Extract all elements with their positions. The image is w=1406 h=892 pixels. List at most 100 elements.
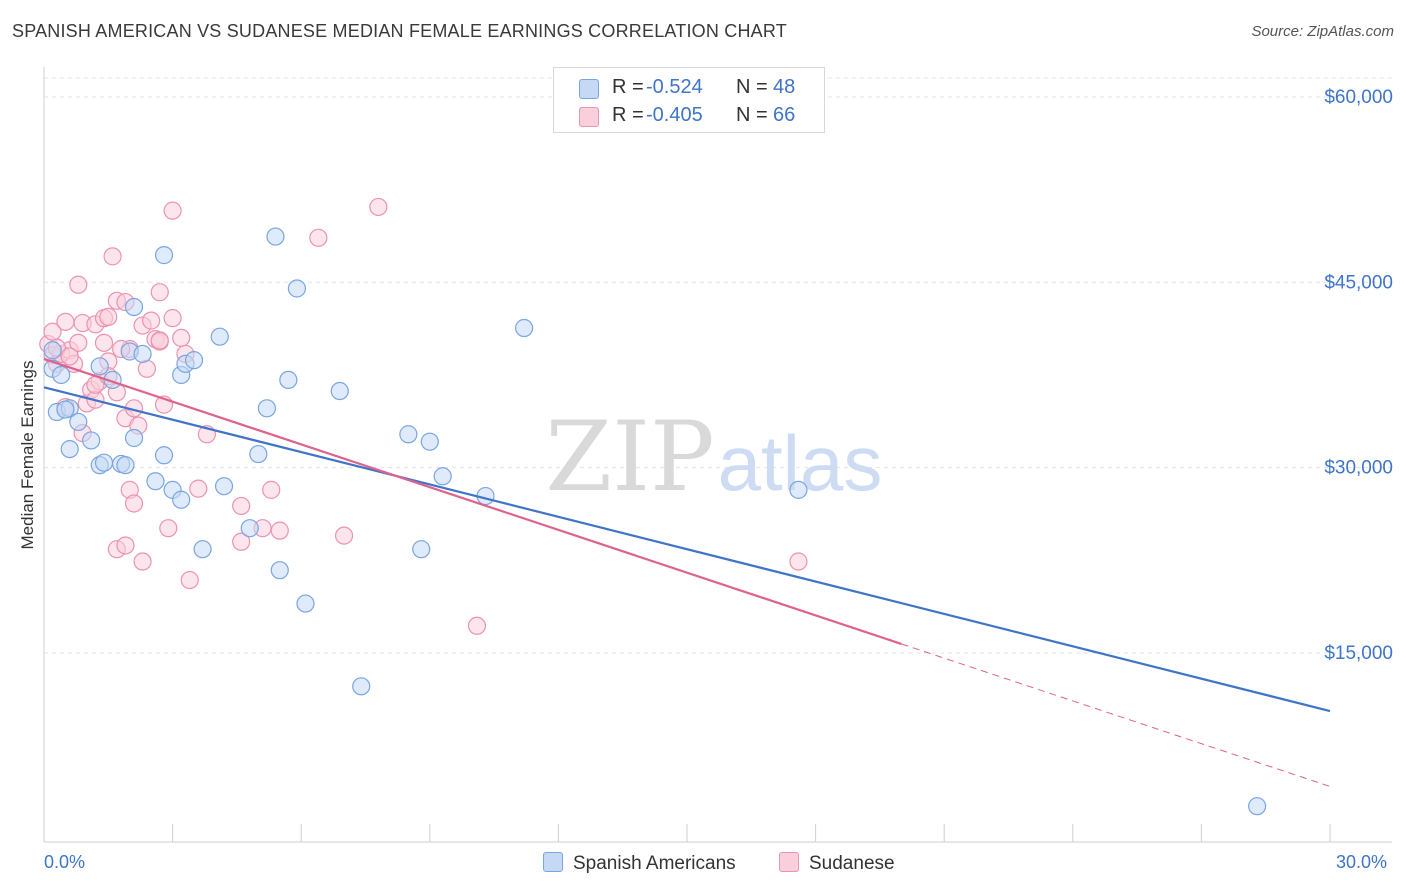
sudanese-point — [262, 480, 281, 499]
sudanese-point — [789, 552, 808, 571]
sudanese-point — [467, 616, 487, 635]
x-tick-max: 30.0% — [1336, 852, 1388, 872]
trend-lines — [43, 357, 1331, 787]
sudanese-point — [180, 570, 199, 590]
spanish-american-point — [69, 412, 88, 432]
legend-label: Spanish Americans — [573, 853, 736, 874]
sudanese-point — [60, 347, 79, 366]
spanish-american-point — [193, 540, 212, 559]
sudanese-point — [159, 519, 178, 538]
watermark: ZIP atlas — [545, 401, 882, 513]
grid-lines — [44, 77, 1392, 654]
y-axis-title: Median Female Earnings — [18, 360, 37, 550]
spanish-american-point — [214, 477, 234, 496]
sudanese-point — [334, 526, 354, 545]
y-tick-labels: $15,000 $30,000 $45,000 $60,000 — [1324, 87, 1393, 664]
legend-swatch-blue — [543, 852, 563, 872]
legend-item-spanish-americans[interactable]: Spanish Americans — [543, 852, 736, 876]
spanish-american-point — [60, 440, 79, 459]
spanish-american-point — [90, 357, 109, 376]
legend-n-label: N = — [736, 76, 768, 98]
legend-row-spanish-americans: R = -0.524 N = 48 — [554, 71, 824, 101]
spanish-american-point — [116, 456, 135, 475]
spanish-american-point — [56, 400, 75, 419]
sudanese-point — [116, 536, 135, 555]
sudanese-point — [142, 311, 161, 330]
spanish-american-point — [257, 399, 277, 418]
y-tick-label: $45,000 — [1324, 272, 1393, 293]
spanish-american-point — [154, 246, 174, 265]
spanish-american-point — [330, 381, 349, 401]
axes — [43, 67, 1392, 843]
legend-swatch-pink — [579, 107, 599, 127]
spanish-american-point — [240, 519, 259, 538]
spanish-american-point — [270, 561, 289, 580]
legend-n-value: 66 — [773, 104, 796, 126]
legend-r-value: -0.405 — [646, 104, 703, 126]
sudanese-point — [232, 496, 251, 516]
spanish-american-point — [82, 431, 101, 450]
chart-title: SPANISH AMERICAN VS SUDANESE MEDIAN FEMA… — [12, 21, 787, 41]
sudanese-point — [133, 552, 152, 571]
spanish-american-point — [287, 279, 307, 298]
sudanese-point — [309, 228, 328, 247]
spanish-american-point — [94, 453, 114, 472]
spanish-american-points — [43, 227, 1267, 816]
spanish-american-point — [266, 227, 285, 246]
legend-n-value: 48 — [773, 76, 796, 98]
spanish-american-point — [146, 472, 165, 491]
y-tick-label: $30,000 — [1324, 458, 1393, 479]
spanish-american-point — [352, 677, 371, 696]
spanish-american-point — [249, 444, 268, 464]
spanish-american-point — [433, 467, 452, 486]
sudanese-point — [99, 307, 118, 326]
sudanese-point — [69, 275, 88, 294]
sudanese-point — [103, 247, 122, 266]
watermark-zip: ZIP — [545, 401, 714, 513]
legend-r-label: R = — [612, 104, 644, 126]
sudanese-trend-line — [43, 357, 902, 645]
sudanese-point — [189, 479, 208, 498]
legend-row-sudanese: R = -0.405 N = 66 — [554, 99, 824, 129]
source-label: Source: ZipAtlas.com — [1251, 23, 1394, 40]
spanish-american-point — [296, 594, 315, 613]
legend-label: Sudanese — [809, 853, 895, 874]
spanish-american-point — [133, 344, 152, 364]
sudanese-point — [56, 312, 75, 331]
spanish-american-point — [43, 341, 62, 360]
sudanese-point — [69, 333, 88, 352]
spanish-american-point — [1248, 797, 1267, 816]
y-tick-label: $15,000 — [1324, 643, 1393, 664]
legend-r-value: -0.524 — [646, 76, 703, 98]
y-tick-label: $60,000 — [1324, 87, 1393, 108]
sudanese-point — [163, 201, 182, 220]
sudanese-point — [172, 328, 191, 347]
spanish-american-point — [515, 318, 534, 338]
spanish-american-trend-line — [43, 386, 1331, 713]
sudanese-point — [163, 309, 182, 328]
spanish-american-point — [184, 351, 204, 370]
spanish-american-point — [279, 370, 298, 390]
sudanese-point — [150, 283, 169, 302]
sudanese-trend-extension — [901, 643, 1331, 787]
spanish-american-point — [172, 490, 191, 509]
correlation-legend: R = -0.524 N = 48 R = -0.405 N = 66 — [553, 67, 825, 133]
spanish-american-point — [399, 425, 418, 444]
sudanese-point — [270, 521, 289, 540]
sudanese-point — [124, 494, 144, 513]
legend-swatch-pink — [779, 852, 799, 872]
spanish-american-point — [412, 540, 431, 559]
sudanese-point — [94, 333, 114, 352]
spanish-american-point — [420, 432, 439, 451]
legend-swatch-blue — [579, 79, 599, 99]
legend-item-sudanese[interactable]: Sudanese — [779, 852, 895, 876]
sudanese-point — [369, 197, 388, 217]
legend-r-label: R = — [612, 76, 644, 98]
x-tick-min: 0.0% — [44, 852, 86, 872]
spanish-american-point — [154, 446, 174, 465]
spanish-american-point — [789, 480, 808, 499]
sudanese-point — [150, 331, 169, 350]
spanish-american-point — [210, 327, 229, 346]
spanish-american-point — [52, 365, 71, 385]
